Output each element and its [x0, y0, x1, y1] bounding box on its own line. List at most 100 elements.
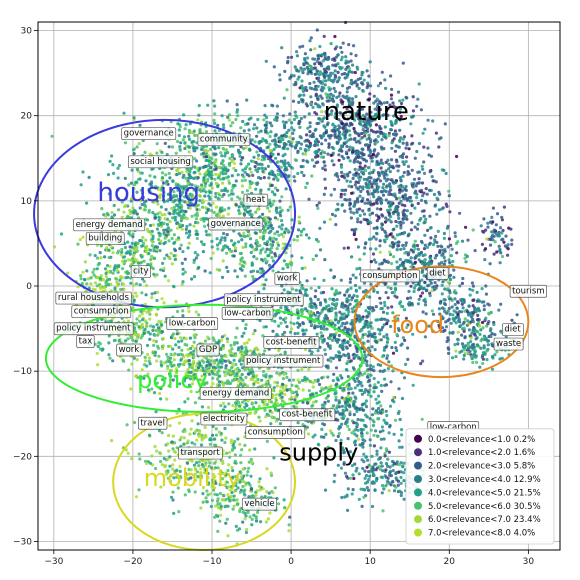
data-point [277, 233, 281, 237]
data-point [181, 267, 185, 271]
data-point [469, 320, 473, 324]
data-point [389, 97, 393, 101]
data-point [279, 137, 283, 141]
data-point [241, 245, 245, 249]
data-point [403, 251, 407, 255]
data-point [274, 133, 278, 137]
data-point [322, 160, 326, 164]
data-point [286, 55, 290, 60]
data-point [356, 187, 360, 191]
data-point [127, 258, 131, 262]
data-point [265, 243, 269, 247]
data-point [251, 269, 256, 273]
data-point [158, 249, 162, 253]
data-point [296, 234, 300, 238]
data-point [185, 343, 189, 347]
data-point [290, 55, 294, 59]
data-point [279, 321, 283, 325]
data-point [372, 178, 376, 182]
data-point [213, 177, 217, 181]
data-point [59, 232, 64, 236]
data-point [163, 361, 167, 365]
data-point [261, 269, 265, 273]
data-point [270, 103, 274, 107]
data-point [467, 347, 471, 351]
data-point [421, 131, 425, 135]
data-point [428, 294, 432, 298]
data-point [167, 171, 171, 175]
data-point [183, 270, 187, 274]
data-point [214, 181, 218, 185]
data-point [123, 204, 127, 208]
data-point [462, 353, 466, 357]
data-point [371, 252, 376, 256]
data-point [359, 116, 363, 120]
data-point [386, 208, 390, 212]
data-point [314, 161, 318, 165]
data-point [260, 378, 264, 382]
data-point [347, 124, 352, 128]
data-point [132, 147, 136, 151]
data-point [162, 221, 166, 225]
data-point [363, 164, 367, 168]
data-point [143, 208, 147, 212]
data-point [267, 198, 272, 202]
data-point [419, 108, 423, 112]
data-point [348, 159, 352, 163]
data-point [219, 354, 224, 358]
data-point [366, 166, 371, 170]
data-point [409, 256, 413, 260]
data-point [129, 387, 133, 391]
data-point [234, 117, 238, 122]
data-point [370, 211, 375, 215]
data-point [479, 328, 483, 332]
data-point [107, 248, 111, 252]
data-point [275, 112, 279, 116]
data-point [379, 363, 383, 367]
data-point [156, 222, 160, 226]
data-point [317, 73, 322, 77]
data-point [346, 117, 350, 121]
data-point [336, 174, 340, 179]
data-point [383, 377, 387, 381]
data-point [173, 216, 177, 220]
data-point [240, 238, 244, 242]
data-point [286, 290, 290, 294]
data-point [157, 354, 161, 358]
data-point [231, 243, 236, 247]
data-point [422, 214, 426, 218]
data-point [223, 236, 227, 240]
data-point [309, 101, 313, 105]
data-point [384, 86, 388, 90]
data-point [303, 58, 307, 62]
data-point [323, 348, 327, 352]
data-point [281, 242, 285, 246]
data-point [414, 255, 418, 259]
data-point [350, 298, 354, 302]
data-point [195, 188, 199, 192]
data-point [412, 243, 416, 247]
data-point [344, 111, 348, 115]
data-point [126, 319, 131, 323]
data-point [401, 212, 405, 216]
data-point [267, 187, 271, 191]
data-point [189, 198, 193, 202]
data-point [369, 237, 373, 241]
data-point [378, 179, 383, 183]
data-point [156, 212, 160, 216]
data-point [369, 364, 373, 368]
data-point [390, 158, 394, 162]
data-point [221, 214, 225, 218]
data-point [304, 149, 308, 153]
data-point [213, 129, 217, 133]
data-point [179, 209, 183, 214]
data-point [237, 240, 241, 244]
data-point [98, 251, 102, 255]
data-point [441, 329, 445, 333]
data-point [335, 95, 339, 100]
data-point [175, 172, 179, 177]
data-point [227, 179, 231, 183]
data-point [414, 189, 418, 193]
data-point [310, 134, 314, 139]
data-point [236, 148, 241, 152]
